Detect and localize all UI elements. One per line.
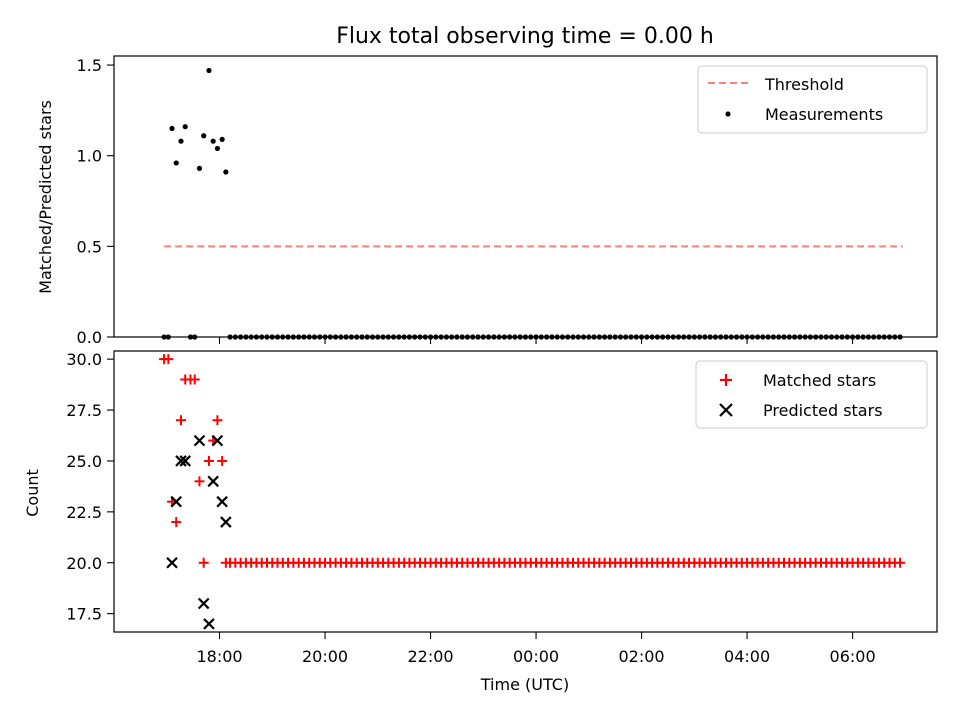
measurement-point [214, 145, 221, 152]
x-axis-label: Time (UTC) [480, 675, 569, 694]
matched-star-point [176, 415, 187, 426]
matched-star-point [194, 476, 205, 487]
legend-threshold-label: Threshold [764, 75, 844, 94]
x-tick-label: 06:00 [830, 647, 876, 666]
measurement-point [182, 124, 188, 130]
matched-star-point [217, 455, 228, 466]
bottom-y-axis-label: Count [23, 469, 42, 517]
y-tick-label: 22.5 [66, 503, 102, 522]
legend-matched-label: Matched stars [763, 371, 876, 390]
bottom-axes-frame [113, 350, 938, 633]
y-tick-label: 17.5 [66, 605, 102, 624]
top-legend: Threshold Measurements [697, 65, 928, 134]
y-tick-label: 27.5 [66, 401, 102, 420]
measurement-point [196, 165, 203, 171]
x-tick-label: 02:00 [619, 647, 665, 666]
y-tick-label: 30.0 [66, 350, 102, 369]
matched-star-point [163, 354, 174, 365]
matched-star-point [171, 517, 182, 528]
predicted-star-point [220, 516, 232, 528]
y-tick-label: 0.0 [77, 328, 102, 347]
predicted-star-point [175, 455, 187, 467]
top-legend-box [697, 65, 928, 134]
predicted-star-point [170, 495, 183, 508]
matched-star-point [189, 374, 200, 385]
y-tick-label: 25.0 [66, 452, 102, 471]
bottom-legend-box [695, 360, 928, 429]
predicted-star-point [197, 597, 210, 610]
legend-predicted-label: Predicted stars [763, 401, 883, 420]
measurement-point [178, 138, 184, 144]
matched-star-point [895, 557, 906, 568]
measurement-point [206, 67, 212, 74]
predicted-star-point [166, 556, 178, 569]
legend-predicted-swatch [719, 403, 733, 417]
x-tick-label: 20:00 [302, 647, 348, 666]
predicted-star-point [216, 495, 228, 508]
top-y-axis-label: Matched/Predicted stars [36, 100, 55, 294]
predicted-star-point [211, 434, 224, 447]
top-axes-frame [113, 55, 938, 338]
top-panel: 0.0 0.5 1.0 1.5 Matched/Predicted stars Thr… [36, 55, 938, 347]
x-tick-label: 22:00 [407, 647, 453, 666]
measurement-point [201, 133, 207, 139]
legend-measurements-swatch [725, 111, 731, 117]
x-tick-label: 00:00 [513, 647, 559, 666]
y-tick-label: 1.5 [77, 56, 102, 75]
bottom-legend: Matched stars Predicted stars [695, 360, 928, 429]
bottom-panel: 17.5 20.0 22.5 25.0 27.5 30.0 18:00 20:00 22:00… [23, 350, 938, 694]
matched-star-point [203, 455, 214, 466]
measurement-point [173, 160, 179, 166]
y-tick-label: 20.0 [66, 554, 102, 573]
measurement-point [210, 138, 216, 144]
predicted-star-point [193, 434, 206, 447]
legend-measurements-label: Measurements [765, 105, 883, 124]
predicted-star-point [203, 618, 215, 630]
measurement-point [223, 169, 229, 175]
y-tick-label: 1.0 [77, 147, 102, 166]
legend-matched-swatch [720, 374, 732, 386]
matched-star-point [212, 415, 223, 426]
matched-star-point [198, 557, 209, 568]
x-tick-label: 18:00 [196, 647, 242, 666]
predicted-star-point [179, 455, 191, 467]
chart-title: Flux total observing time = 0.00 h [336, 24, 714, 49]
measurement-point [219, 136, 225, 142]
predicted-star-point [207, 475, 219, 488]
x-tick-label: 04:00 [724, 647, 770, 666]
y-tick-label: 0.5 [77, 237, 102, 256]
measurement-point [169, 125, 175, 132]
